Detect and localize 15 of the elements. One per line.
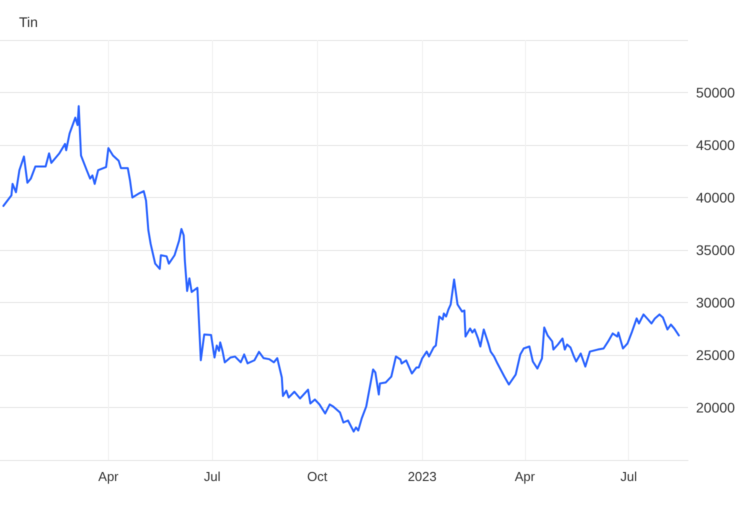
x-tick-label: Jul — [204, 469, 221, 484]
y-tick-label: 45000 — [696, 137, 736, 153]
line-series — [2, 105, 680, 433]
y-tick-label: 50000 — [696, 84, 736, 100]
x-tick-label: 2023 — [408, 469, 437, 484]
chart-title: Tin — [19, 14, 38, 30]
y-tick-label: 40000 — [696, 190, 736, 206]
y-tick-label: 20000 — [696, 400, 736, 416]
y-tick-label: 30000 — [696, 294, 736, 310]
y-tick-label: 35000 — [696, 242, 736, 258]
y-tick-label: 25000 — [696, 347, 736, 363]
x-tick-label: Jul — [620, 469, 638, 484]
x-tick-label: Apr — [514, 469, 536, 484]
x-tick-label: Oct — [307, 469, 328, 484]
x-tick-label: Apr — [98, 469, 120, 484]
